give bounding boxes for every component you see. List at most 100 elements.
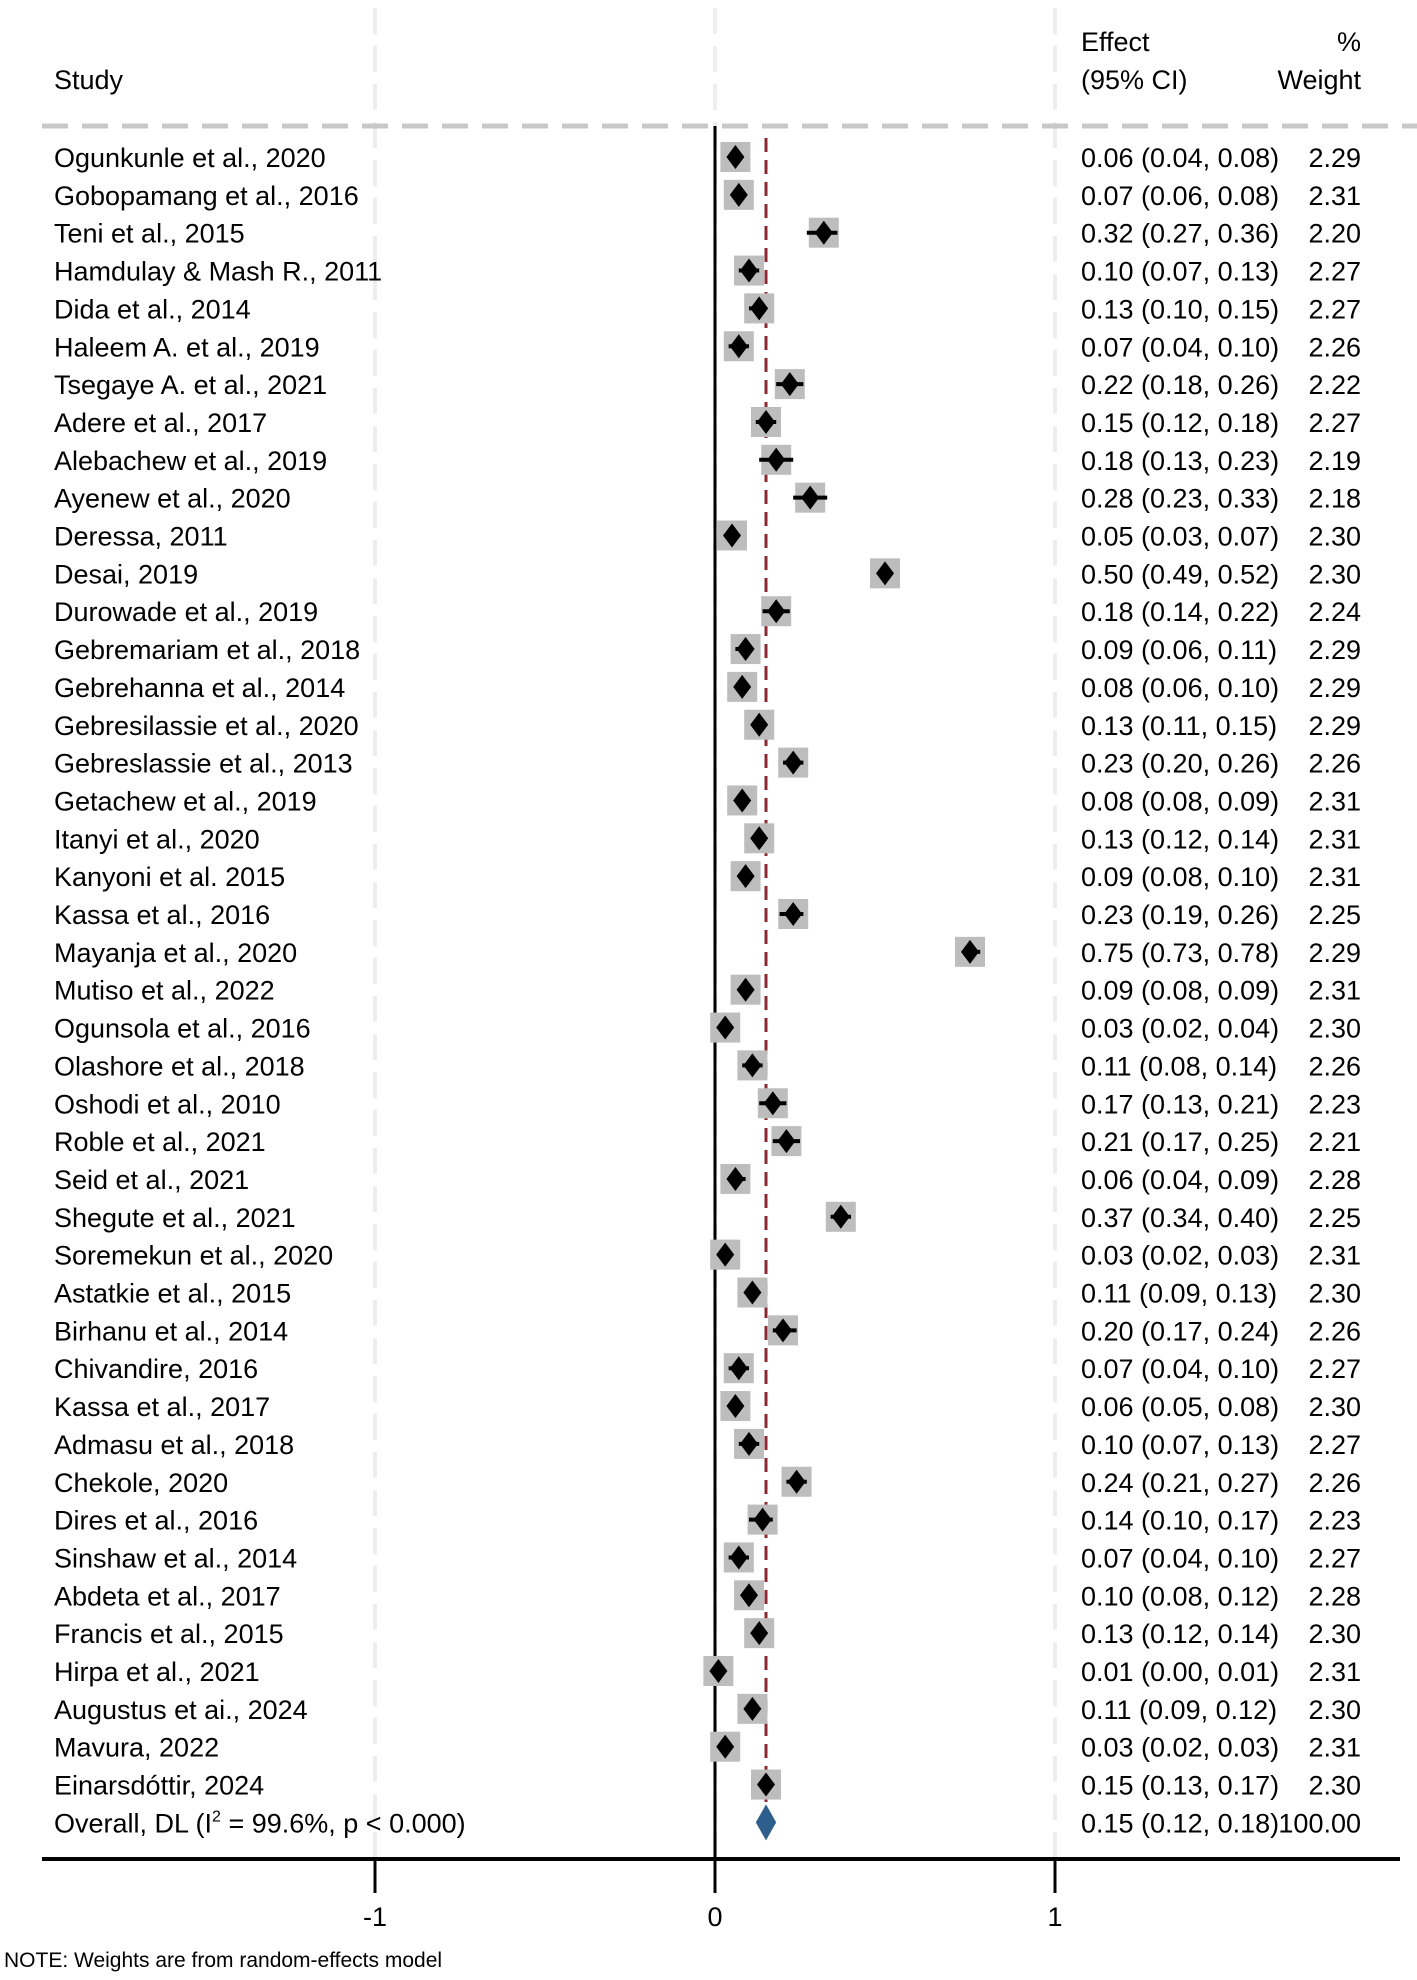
study-label: Getachew et al., 2019	[54, 786, 317, 816]
study-label: Tsegaye A. et al., 2021	[54, 370, 327, 400]
effect-ci-text: 0.13 (0.10, 0.15)	[1081, 294, 1279, 324]
weight-text: 2.24	[1308, 597, 1361, 627]
weight-text: 2.30	[1308, 1279, 1361, 1309]
study-label: Kanyoni et al. 2015	[54, 862, 285, 892]
point-estimate	[753, 1507, 772, 1532]
effect-ci-text: 0.10 (0.07, 0.13)	[1081, 257, 1279, 287]
study-label: Itanyi et al., 2020	[54, 824, 260, 854]
effect-ci-text: 0.07 (0.04, 0.10)	[1081, 332, 1279, 362]
weight-text: 2.29	[1308, 673, 1361, 703]
header-weight: Weight	[1277, 65, 1361, 95]
study-label: Seid et al., 2021	[54, 1165, 249, 1195]
study-label: Mayanja et al., 2020	[54, 938, 297, 968]
point-estimate	[757, 409, 775, 434]
point-estimate	[787, 1469, 806, 1494]
point-estimate	[740, 1583, 758, 1608]
effect-ci-text: 0.50 (0.49, 0.52)	[1081, 559, 1279, 589]
weight-text: 2.21	[1308, 1127, 1361, 1157]
study-label: Sinshaw et al., 2014	[54, 1543, 297, 1573]
study-label: Shegute et al., 2021	[54, 1203, 296, 1233]
point-estimate	[740, 258, 758, 283]
weight-text: 2.27	[1308, 408, 1361, 438]
effect-ci-text: 0.05 (0.03, 0.07)	[1081, 522, 1279, 552]
effect-ci-text: 0.75 (0.73, 0.78)	[1081, 938, 1279, 968]
effect-ci-text: 0.21 (0.17, 0.25)	[1081, 1127, 1279, 1157]
study-label: Kassa et al., 2017	[54, 1392, 270, 1422]
study-label: Einarsdóttir, 2024	[54, 1771, 264, 1801]
weight-text: 2.27	[1308, 1543, 1361, 1573]
weight-text: 2.18	[1308, 484, 1361, 514]
study-label: Olashore et al., 2018	[54, 1051, 305, 1081]
weight-text: 2.27	[1308, 257, 1361, 287]
study-label: Hirpa et al., 2021	[54, 1657, 260, 1687]
point-estimate	[750, 712, 769, 737]
study-label: Deressa, 2011	[54, 522, 228, 552]
effect-ci-text: 0.15 (0.12, 0.18)	[1081, 408, 1279, 438]
weight-text: 2.28	[1308, 1165, 1361, 1195]
point-estimate	[729, 182, 748, 207]
point-estimate	[784, 902, 803, 926]
study-label: Hamdulay & Mash R., 2011	[54, 257, 382, 287]
effect-ci-text: 0.09 (0.08, 0.09)	[1081, 976, 1279, 1006]
study-label: Astatkie et al., 2015	[54, 1279, 291, 1309]
study-label: Admasu et al., 2018	[54, 1430, 294, 1460]
point-estimate	[740, 1431, 758, 1456]
effect-ci-text: 0.08 (0.08, 0.09)	[1081, 786, 1279, 816]
weight-text: 2.29	[1308, 938, 1361, 968]
effect-ci-text: 0.11 (0.09, 0.12)	[1081, 1695, 1277, 1725]
point-estimate	[736, 864, 755, 889]
weight-text: 2.26	[1308, 1051, 1361, 1081]
effect-ci-text: 0.24 (0.21, 0.27)	[1081, 1468, 1279, 1498]
effect-ci-text: 0.03 (0.02, 0.03)	[1081, 1241, 1279, 1271]
study-label: Gebreslassie et al., 2013	[54, 749, 353, 779]
point-estimate	[723, 523, 741, 548]
weight-text: 2.28	[1308, 1581, 1361, 1611]
effect-ci-text: 0.28 (0.23, 0.33)	[1081, 484, 1279, 514]
point-estimate	[743, 1280, 762, 1305]
effect-ci-text: 0.18 (0.14, 0.22)	[1081, 597, 1279, 627]
study-label: Kassa et al., 2016	[54, 900, 270, 930]
weight-text: 2.27	[1308, 294, 1361, 324]
study-label: Gobopamang et al., 2016	[54, 181, 359, 211]
point-estimate	[716, 1015, 735, 1040]
point-estimate	[961, 939, 979, 964]
x-tick-label: 1	[1047, 1902, 1062, 1932]
study-label: Mavura, 2022	[54, 1733, 219, 1763]
study-label: Dires et al., 2016	[54, 1506, 258, 1536]
effect-ci-text: 0.07 (0.06, 0.08)	[1081, 181, 1279, 211]
effect-ci-text: 0.10 (0.07, 0.13)	[1081, 1430, 1279, 1460]
study-label: Mutiso et al., 2022	[54, 976, 275, 1006]
study-label: Teni et al., 2015	[54, 219, 245, 249]
effect-ci-text: 0.09 (0.06, 0.11)	[1081, 635, 1277, 665]
header-ci: (95% CI)	[1081, 65, 1188, 95]
study-label: Gebrehanna et al., 2014	[54, 673, 345, 703]
study-label: Desai, 2019	[54, 559, 198, 589]
point-estimate	[763, 1091, 782, 1116]
weight-text: 2.30	[1308, 559, 1361, 589]
point-estimate	[750, 296, 769, 321]
weight-text: 2.30	[1308, 1695, 1361, 1725]
weight-text: 2.26	[1308, 749, 1361, 779]
point-estimate	[736, 977, 755, 1002]
weight-text: 2.23	[1308, 1089, 1361, 1119]
weight-text: 2.27	[1308, 1430, 1361, 1460]
effect-ci-text: 0.17 (0.13, 0.21)	[1081, 1089, 1279, 1119]
point-estimate	[743, 1053, 762, 1078]
effect-ci-text: 0.10 (0.08, 0.12)	[1081, 1581, 1279, 1611]
effect-ci-text: 0.06 (0.04, 0.09)	[1081, 1165, 1279, 1195]
study-label: Adere et al., 2017	[54, 408, 267, 438]
overall-label: Overall, DL (I2 = 99.6%, p < 0.000)	[54, 1808, 466, 1838]
weight-text: 2.26	[1308, 1468, 1361, 1498]
study-label: Alebachew et al., 2019	[54, 446, 327, 476]
study-label: Abdeta et al., 2017	[54, 1581, 281, 1611]
study-label: Durowade et al., 2019	[54, 597, 318, 627]
footnote: NOTE: Weights are from random-effects mo…	[4, 1949, 442, 1972]
point-estimate	[777, 1129, 796, 1154]
weight-text: 2.31	[1308, 1733, 1361, 1763]
study-label: Francis et al., 2015	[54, 1619, 284, 1649]
weight-text: 2.20	[1308, 219, 1361, 249]
study-label: Soremekun et al., 2020	[54, 1241, 333, 1271]
x-tick-label: -1	[363, 1902, 387, 1932]
point-estimate	[750, 1621, 769, 1646]
